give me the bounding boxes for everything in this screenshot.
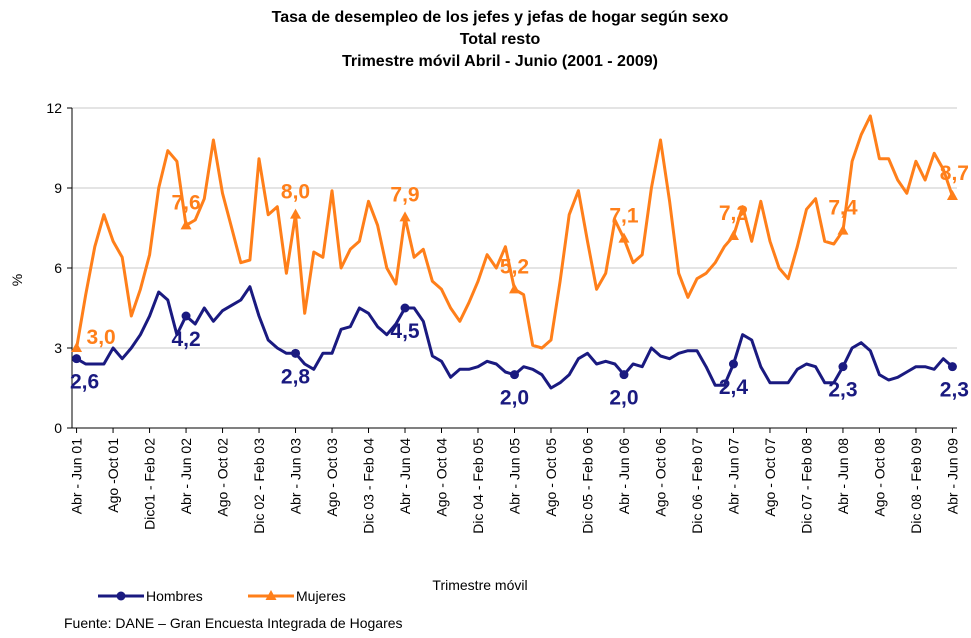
- point-marker: [728, 359, 738, 369]
- legend-label: Mujeres: [296, 588, 346, 604]
- point-marker: [291, 348, 301, 358]
- x-tick-label: Ago - Oct 07: [762, 438, 778, 517]
- x-tick-label: Abr - Jun 06: [616, 438, 632, 514]
- x-tick-label: Dic01 - Feb 02: [142, 438, 158, 530]
- data-label: 7,6: [171, 191, 200, 214]
- x-tick-label: Dic 06 - Feb 07: [689, 438, 705, 534]
- source: Fuente: DANE – Gran Encuesta Integrada d…: [64, 615, 403, 631]
- x-tick-label: Dic 07 - Feb 08: [798, 438, 814, 534]
- legend-marker: [116, 591, 126, 601]
- x-tick-label: Ago - Oct 03: [324, 438, 340, 517]
- data-label: 2,3: [940, 379, 969, 402]
- point-marker: [71, 342, 83, 352]
- x-tick-label: Ago - Oct 04: [434, 438, 450, 517]
- chart-subtitle: Trimestre móvil Abril - Junio (2001 - 20…: [342, 53, 658, 70]
- data-label: 2,4: [719, 376, 749, 399]
- y-tick-label: 6: [54, 260, 62, 276]
- point-marker: [509, 283, 520, 294]
- data-label: 2,3: [828, 379, 857, 402]
- point-marker: [400, 303, 410, 313]
- point-marker: [180, 219, 192, 230]
- legend-label: Hombres: [146, 588, 203, 604]
- point-marker: [727, 230, 739, 240]
- x-tick-label: Abr - Jun 07: [725, 438, 741, 514]
- data-label: 8,7: [940, 162, 969, 185]
- y-tick-label: 12: [46, 100, 62, 116]
- x-tick-label: Abr - Jun 09: [944, 438, 960, 514]
- x-tick-label: Ago - Oct 06: [652, 438, 668, 517]
- data-label: 7,2: [719, 202, 748, 225]
- data-label: 4,2: [171, 328, 200, 351]
- x-tick-label: Dic 02 - Feb 03: [251, 438, 267, 534]
- point-marker: [181, 311, 191, 321]
- x-axis-label: Trimestre móvil: [432, 577, 527, 593]
- point-marker: [290, 208, 302, 219]
- x-tick-label: Dic 05 - Feb 06: [579, 438, 595, 534]
- point-marker: [837, 224, 849, 235]
- y-axis-label: %: [9, 274, 25, 286]
- point-marker: [618, 232, 630, 243]
- data-label: 2,6: [70, 371, 99, 394]
- x-tick-label: Abr - Jun 02: [178, 438, 194, 514]
- point-marker: [619, 370, 629, 380]
- point-marker: [399, 211, 411, 222]
- x-tick-label: Ago - Oct 05: [543, 438, 559, 517]
- data-label: 5,2: [500, 255, 529, 278]
- point-marker: [947, 362, 957, 372]
- data-label: 7,4: [828, 197, 858, 220]
- x-tick-label: Ago -Oct 01: [105, 438, 121, 513]
- data-label: 7,1: [609, 205, 639, 228]
- data-label: 7,9: [390, 183, 419, 206]
- x-tick-label: Dic 08 - Feb 09: [908, 438, 924, 534]
- chart-title: Tasa de desempleo de los jefes y jefas d…: [272, 9, 729, 26]
- x-tick-label: Dic 03 - Feb 04: [361, 438, 377, 534]
- point-marker: [72, 354, 82, 364]
- data-label: 2,0: [609, 387, 638, 410]
- y-tick-label: 9: [54, 180, 62, 196]
- x-tick-label: Abr - Jun 08: [835, 438, 851, 514]
- y-tick-label: 0: [54, 420, 62, 436]
- data-label: 8,0: [281, 181, 310, 204]
- x-tick-label: Abr - Jun 05: [507, 438, 523, 514]
- point-marker: [946, 190, 958, 200]
- legend-marker: [265, 590, 277, 600]
- chart-subtitle: Total resto: [460, 31, 541, 48]
- data-label: 2,0: [500, 387, 529, 410]
- point-marker: [838, 362, 848, 372]
- x-tick-label: Ago - Oct 08: [871, 438, 887, 517]
- x-tick-label: Abr - Jun 04: [397, 438, 413, 514]
- y-tick-label: 3: [54, 340, 62, 356]
- x-tick-label: Dic 04 - Feb 05: [470, 438, 486, 534]
- x-tick-label: Ago - Oct 02: [215, 438, 231, 517]
- data-label: 2,8: [281, 365, 311, 388]
- point-marker: [510, 370, 519, 380]
- data-label: 3,0: [87, 326, 116, 349]
- data-label: 4,5: [390, 320, 420, 343]
- x-tick-label: Abr - Jun 01: [69, 438, 85, 514]
- x-tick-label: Abr - Jun 03: [288, 438, 304, 514]
